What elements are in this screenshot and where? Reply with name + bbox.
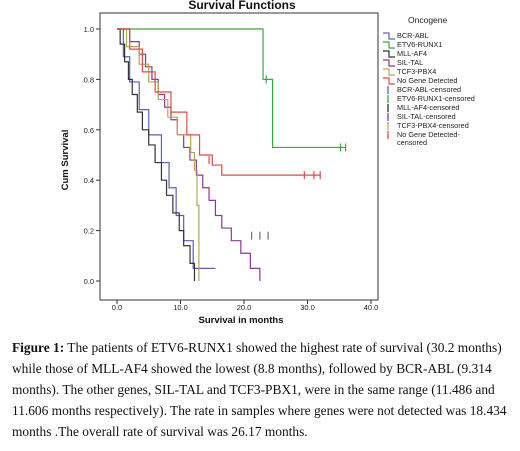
legend-label: SIL-TAL-censored (397, 112, 456, 121)
series-line (117, 28, 200, 281)
x-tick-label: 10.0 (173, 303, 188, 312)
legend-swatch (383, 77, 395, 85)
legend-swatch (383, 50, 395, 58)
x-axis-label: Survival in months (199, 315, 284, 326)
survival-chart: Survival Functions 0.0 10.0 20.0 30.0 40.0 0.0… (60, 0, 475, 326)
legend-label: MLL-AF4 (397, 49, 427, 58)
legend-label: TCF3-PBX4 (397, 67, 436, 76)
y-tick-label: 0.2 (84, 227, 94, 236)
legend-swatch (383, 32, 395, 40)
x-tick-label: 40.0 (364, 303, 379, 312)
legend-label: SIL-TAL (397, 58, 423, 67)
y-tick-label: 0.8 (84, 75, 94, 84)
x-tick-label: 30.0 (300, 303, 315, 312)
legend-title: Oncogene (408, 15, 447, 25)
series-line (117, 28, 321, 176)
y-tick-label: 0.0 (84, 277, 94, 286)
caption-text: The patients of ETV6-RUNX1 showed the hi… (12, 340, 507, 439)
legend-label: BCR-ABL-censored (397, 85, 461, 94)
plot-frame (99, 12, 379, 301)
legend-label: ETV6-RUNX1-censored (397, 94, 475, 103)
x-tick-label: 0.0 (112, 303, 122, 312)
chart-title: Survival Functions (188, 0, 296, 12)
legend-label: TCF3-PBX4-censored (397, 121, 469, 130)
y-axis-label: Cum Survival (60, 130, 71, 191)
caption-label: Figure 1: (12, 340, 65, 355)
legend-swatch (383, 68, 395, 76)
legend-label: MLL-AF4-censored (397, 103, 459, 112)
series-line (117, 28, 346, 149)
y-tick-label: 0.4 (84, 176, 94, 185)
x-tick-label: 20.0 (237, 303, 252, 312)
legend-label: censored (397, 138, 427, 147)
legend-label: No Gene Detected- (397, 130, 460, 139)
legend-swatch (383, 59, 395, 67)
y-tick-label: 0.6 (84, 126, 94, 135)
figure-caption: Figure 1: The patients of ETV6-RUNX1 sho… (12, 337, 512, 442)
legend-label: BCR-ABL (397, 31, 429, 40)
legend-label: No Gene Detected (397, 76, 457, 85)
series-line (117, 28, 261, 281)
series-line (117, 28, 196, 281)
survival-chart-svg: Survival Functions 0.0 10.0 20.0 30.0 40.0 0.0… (60, 0, 475, 326)
legend-label: ETV6-RUNX1 (397, 40, 442, 49)
legend-swatch (383, 41, 395, 49)
y-tick-label: 1.0 (84, 25, 94, 34)
